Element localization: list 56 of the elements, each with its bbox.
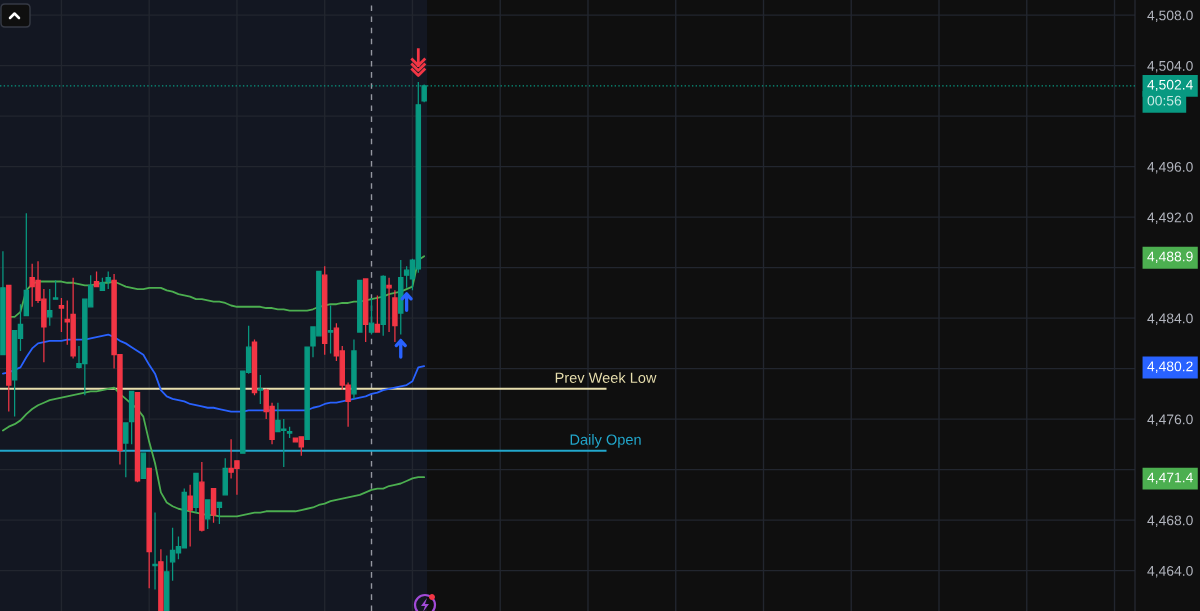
candlestick (368, 297, 375, 336)
candlestick (357, 279, 363, 333)
y-tick-label: 4,471.4 (1147, 472, 1193, 484)
y-tick-label: 4,492.0 (1147, 212, 1193, 224)
candlestick (386, 277, 392, 333)
candlestick (6, 284, 12, 413)
candlestick (351, 338, 357, 400)
candlestick (152, 511, 158, 591)
ref-line-label: Prev Week Low (555, 372, 657, 383)
candlestick (158, 548, 164, 611)
candlestick (23, 212, 30, 317)
ref-line-label: Daily Open (570, 434, 641, 448)
candlestick (321, 265, 328, 356)
candlestick (398, 259, 404, 336)
candlestick (193, 472, 199, 514)
candlestick (0, 250, 6, 356)
candlestick (146, 467, 152, 589)
y-tick-label: 4,468.0 (1147, 515, 1193, 527)
candlestick (164, 554, 170, 611)
y-tick-label: 4,480.2 (1147, 361, 1193, 373)
candlestick (105, 270, 111, 290)
candlestick (187, 484, 193, 548)
candlestick (257, 374, 264, 405)
candlestick (134, 391, 141, 483)
candlestick (204, 499, 211, 530)
candlestick (304, 346, 310, 440)
candlestick (251, 338, 258, 396)
candlestick (199, 461, 205, 533)
y-tick-label: 4,484.0 (1147, 313, 1193, 325)
y-tick-label: 4,464.0 (1147, 565, 1193, 578)
candlestick (210, 487, 217, 524)
candlestick (123, 422, 129, 478)
candlestick (392, 289, 398, 343)
candlestick (380, 274, 386, 337)
candlestick (93, 270, 100, 288)
y-tick-label: 4,504.0 (1147, 60, 1193, 73)
y-tick-label: 4,476.0 (1147, 414, 1193, 426)
line-series (2, 386, 426, 518)
candlestick (286, 426, 293, 439)
candlestick (216, 501, 223, 525)
line-series (2, 333, 426, 413)
candlestick (99, 277, 106, 291)
candlestick (374, 294, 381, 333)
candlestick (52, 279, 59, 300)
candlestick (46, 288, 53, 327)
candlestick (58, 297, 65, 333)
candlestick (128, 390, 135, 445)
text: 00:56 (1147, 95, 1182, 106)
y-tick-label: 4,496.0 (1147, 161, 1193, 174)
text: 4,502.4 (1147, 79, 1193, 92)
candlestick (140, 452, 147, 480)
candlestick (327, 304, 334, 355)
candlestick (222, 457, 228, 496)
y-tick-label: 4,488.9 (1147, 251, 1193, 264)
candlestick (362, 278, 369, 343)
y-tick-label: 4,508.0 (1147, 10, 1193, 22)
